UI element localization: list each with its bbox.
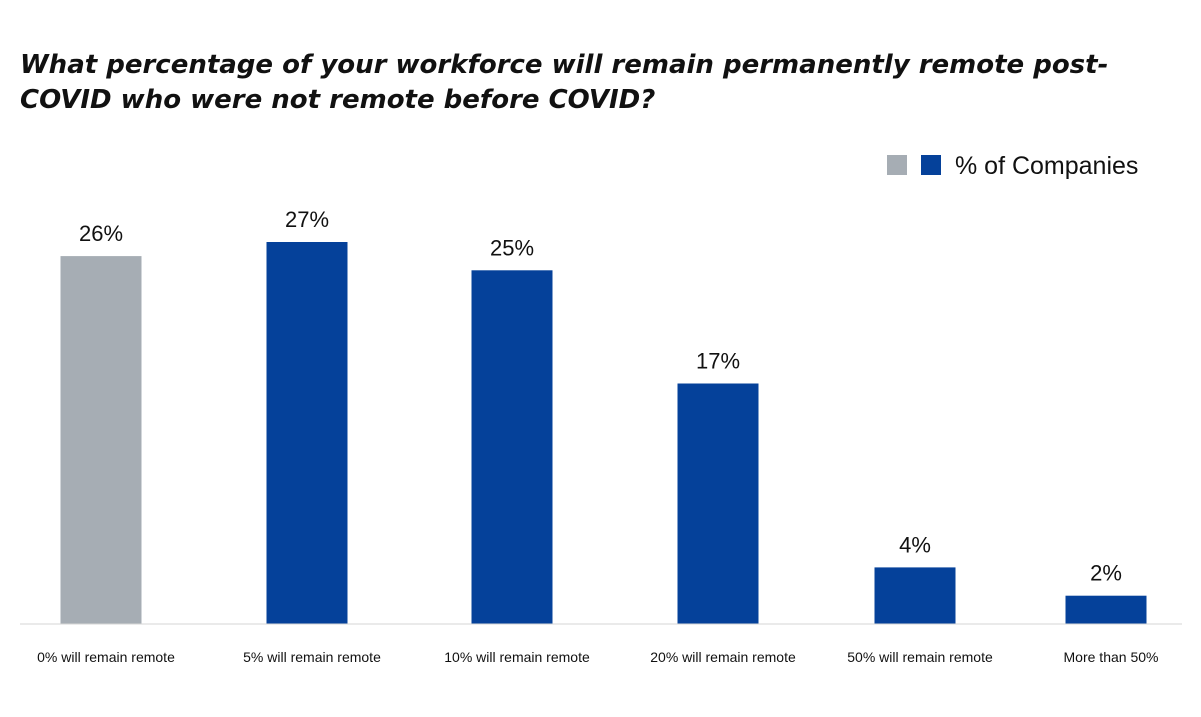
bar-value-label-1: 27% bbox=[285, 207, 329, 232]
bar-value-label-2: 25% bbox=[490, 235, 534, 260]
bar-value-label-3: 17% bbox=[696, 349, 740, 374]
bar-0 bbox=[60, 256, 142, 624]
category-label-0: 0% will remain remote bbox=[37, 649, 175, 665]
bar-1 bbox=[266, 242, 348, 624]
legend: % of Companies bbox=[887, 152, 1138, 180]
bar-value-label-4: 4% bbox=[899, 532, 931, 557]
category-label-3: 20% will remain remote bbox=[650, 649, 796, 665]
category-label-1: 5% will remain remote bbox=[243, 649, 381, 665]
bar-2 bbox=[471, 270, 553, 624]
category-label-4: 50% will remain remote bbox=[847, 649, 993, 665]
bar-5 bbox=[1065, 595, 1147, 624]
category-labels-group: 0% will remain remote 5% will remain remo… bbox=[37, 649, 1158, 665]
legend-swatch-blue bbox=[921, 155, 941, 175]
bar-value-label-0: 26% bbox=[79, 221, 123, 246]
bar-4 bbox=[874, 567, 956, 624]
chart-title: What percentage of your workforce will r… bbox=[20, 50, 1109, 115]
bar-labels-group: 26% 27% 25% 17% 4% 2% bbox=[79, 207, 1122, 586]
legend-label: % of Companies bbox=[955, 152, 1138, 180]
bar-3 bbox=[677, 383, 759, 624]
bar-value-label-5: 2% bbox=[1090, 561, 1122, 586]
legend-swatch-gray bbox=[887, 155, 907, 175]
bars-group bbox=[60, 242, 1147, 624]
category-label-2: 10% will remain remote bbox=[444, 649, 590, 665]
category-label-5: More than 50% bbox=[1064, 649, 1159, 665]
